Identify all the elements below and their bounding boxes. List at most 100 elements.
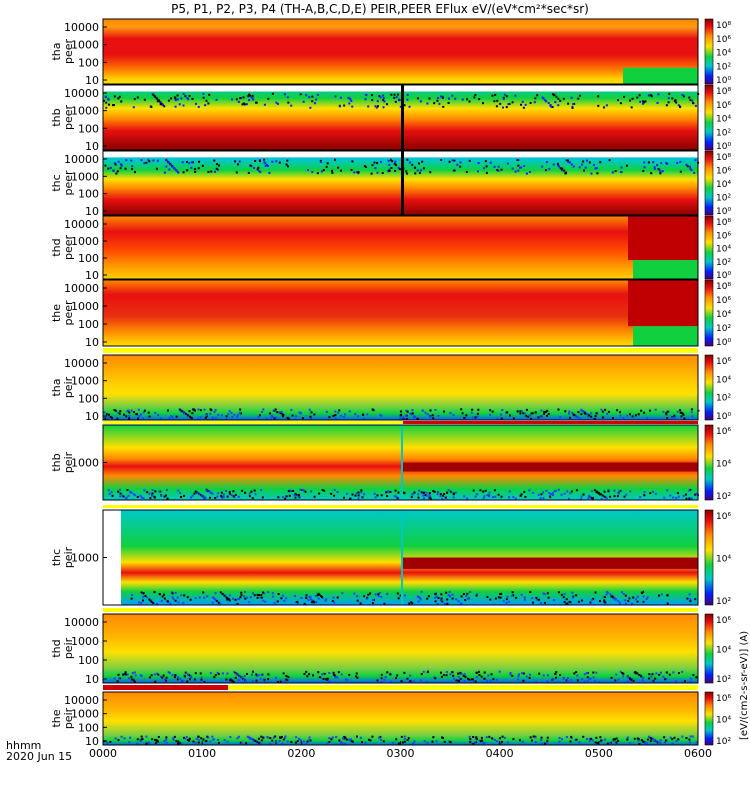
colorbar-tick-label: 10⁴ bbox=[716, 115, 731, 125]
panel-frame bbox=[102, 215, 699, 280]
colorbar-tick-label: 10² bbox=[716, 597, 731, 607]
colorbar-tick-label: 10² bbox=[716, 675, 731, 685]
colorbar bbox=[704, 150, 714, 216]
y-label-species: peer bbox=[62, 105, 75, 131]
colorbar-tick-label: 10⁰ bbox=[716, 142, 731, 152]
y-label-species: peer bbox=[62, 39, 75, 65]
y-tick-label: 1000 bbox=[71, 300, 99, 313]
y-tick-label: 1000 bbox=[71, 375, 99, 388]
x-tick-label: 0000 bbox=[89, 747, 117, 760]
y-tick-label: 1000 bbox=[71, 170, 99, 183]
data-gap bbox=[103, 85, 698, 92]
colorbar-tick-label: 10² bbox=[716, 194, 731, 204]
colorbar-tick-label: 10² bbox=[716, 737, 731, 747]
colorbar-tick-label: 10⁴ bbox=[716, 180, 731, 190]
colorbar-tick-label: 10⁰ bbox=[716, 338, 731, 348]
colorbar-tick-label: 10⁰ bbox=[716, 271, 731, 281]
y-tick-label: 10 bbox=[85, 336, 99, 349]
y-label-probe: thc bbox=[50, 174, 63, 191]
y-label-probe: thd bbox=[50, 639, 63, 657]
y-tick-label: 10 bbox=[85, 673, 99, 686]
x-tick-label: 0200 bbox=[287, 747, 315, 760]
x-tick-label: 0500 bbox=[585, 747, 613, 760]
panel-frame bbox=[102, 354, 699, 421]
colorbar bbox=[704, 84, 714, 151]
panel-frame bbox=[102, 279, 699, 347]
colorbar-tick-label: 10⁶ bbox=[716, 35, 731, 45]
y-tick-label: 100 bbox=[78, 721, 99, 734]
colorbar-tick-label: 10⁴ bbox=[716, 716, 731, 726]
colorbar-tick-label: 10⁴ bbox=[716, 646, 731, 656]
y-tick-label: 1000 bbox=[71, 105, 99, 118]
spike-line bbox=[401, 425, 403, 500]
y-tick-label: 10000 bbox=[64, 694, 99, 707]
colorbar-tick-label: 10⁸ bbox=[716, 282, 731, 292]
y-tick-label: 10 bbox=[85, 205, 99, 218]
spectrogram bbox=[103, 85, 698, 150]
spike-line bbox=[401, 510, 403, 605]
y-label-probe: thd bbox=[50, 238, 63, 256]
post-0400-band bbox=[403, 557, 698, 569]
colorbar-tick-label: 10⁶ bbox=[716, 512, 731, 522]
panel-frame bbox=[102, 18, 699, 85]
y-tick-label: 10000 bbox=[64, 87, 99, 100]
colorbar-tick-label: 10⁴ bbox=[716, 375, 731, 385]
colorbar bbox=[704, 18, 714, 85]
flag-bar bbox=[403, 421, 698, 424]
late-green bbox=[633, 326, 698, 346]
noise-band bbox=[103, 408, 700, 420]
y-label-species: peir bbox=[62, 546, 75, 568]
colorbar-tick-label: 10⁸ bbox=[716, 218, 731, 228]
y-label-species: peer bbox=[62, 300, 75, 326]
y-label-probe: the bbox=[50, 709, 63, 727]
y-label-probe: tha bbox=[50, 378, 63, 396]
noise-band bbox=[104, 158, 700, 175]
y-tick-label: 10000 bbox=[64, 218, 99, 231]
colorbar-tick-label: 10² bbox=[716, 258, 731, 268]
flag-bar bbox=[228, 685, 698, 690]
y-label-probe: tha bbox=[50, 42, 63, 60]
panel-frame bbox=[102, 613, 699, 684]
noise-band bbox=[103, 735, 698, 745]
colorbar bbox=[704, 613, 714, 684]
late-green bbox=[623, 67, 698, 84]
colorbar-tick-label: 10⁶ bbox=[716, 357, 731, 367]
colorbar bbox=[704, 354, 714, 421]
y-label-species: peir bbox=[62, 451, 75, 473]
y-tick-label: 1000 bbox=[71, 552, 99, 565]
y-tick-label: 1000 bbox=[71, 39, 99, 52]
y-label-species: peer bbox=[62, 235, 75, 261]
flag-bar bbox=[103, 505, 698, 508]
y-tick-label: 1000 bbox=[71, 457, 99, 470]
colorbar-tick-label: 10⁰ bbox=[716, 76, 731, 86]
y-label-species: peir bbox=[62, 637, 75, 659]
panel-tha-peir: 10000 1000 100 10 tha peir 10⁶ 10⁴ 10² 10⁰ bbox=[50, 354, 731, 423]
y-label-probe: thb bbox=[50, 453, 63, 471]
panel-tha-peer: 10000 1000 100 10 tha peer 10⁸ 10⁶ 10⁴ 10² 10⁰ bbox=[50, 18, 731, 87]
colorbar-tick-label: 10⁶ bbox=[716, 167, 731, 177]
spike-line bbox=[401, 85, 404, 150]
panel-thb-peer: 10000 1000 100 10 thb peer 10⁸ 10⁶ 10⁴ 10² 10⁰ bbox=[50, 84, 731, 153]
y-tick-label: 1000 bbox=[71, 708, 99, 721]
panel-thd-peir: 10000 1000 100 10 thd peir 10⁶ 10⁴ 10² bbox=[50, 613, 731, 686]
y-label-species: peir bbox=[62, 376, 75, 398]
noise-band bbox=[103, 92, 700, 109]
x-tick-label: 0400 bbox=[486, 747, 514, 760]
y-tick-label: 10 bbox=[85, 410, 99, 423]
late-green bbox=[633, 260, 698, 279]
noise-band bbox=[103, 590, 697, 605]
colorbar-unit-label: [eV/(cm2-s-sr-eV)] (A) bbox=[739, 631, 750, 740]
y-tick-label: 100 bbox=[78, 188, 99, 201]
flag-bar bbox=[103, 685, 228, 690]
spectrogram bbox=[103, 151, 698, 215]
spike-line bbox=[401, 151, 404, 215]
noise-band bbox=[107, 488, 700, 500]
colorbar-tick-label: 10⁴ bbox=[716, 555, 731, 565]
late-intensification bbox=[628, 216, 698, 261]
colorbar bbox=[704, 215, 714, 280]
panel-thd-peer: 10000 1000 100 10 thd peer 10⁸ 10⁶ 10⁴ 10² 10⁰ bbox=[50, 215, 731, 282]
spectrogram bbox=[103, 216, 698, 279]
